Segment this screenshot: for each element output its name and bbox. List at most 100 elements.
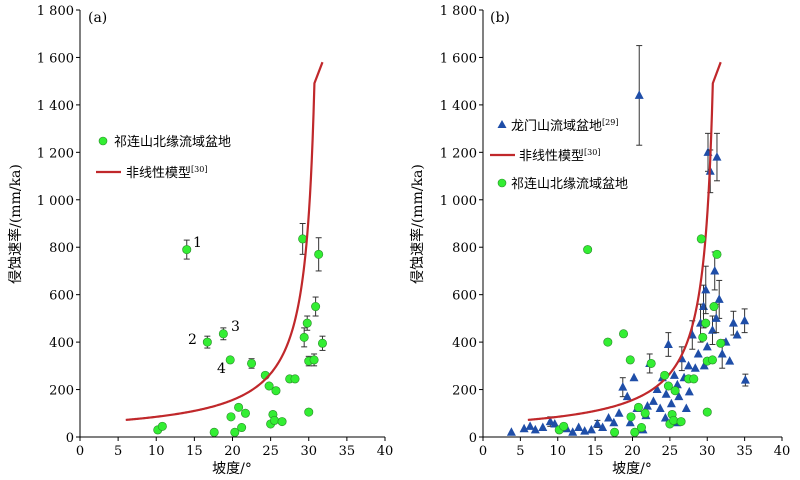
panel-b-legend-model-text: 非线性模型 xyxy=(519,149,584,164)
panel-a-point-qilian xyxy=(317,338,327,348)
panel-b-point-qilian xyxy=(702,407,712,417)
panel-b-y-tick-label: 1 800 xyxy=(440,4,477,19)
panel-b-point-longmen xyxy=(712,152,722,161)
panel-b-point-qilian xyxy=(716,338,726,348)
panel-b-point-longmen xyxy=(642,401,652,410)
panel-b-point-longmen xyxy=(614,408,624,417)
panel-a-y-tick-label: 800 xyxy=(49,241,74,256)
panel-b-point-qilian xyxy=(660,370,670,380)
panel-b-point-longmen xyxy=(538,422,548,432)
panel-b-point-longmen xyxy=(672,379,682,389)
panel-b-x-tick-label: 20 xyxy=(624,444,641,459)
panel-b-point-longmen xyxy=(701,284,711,294)
panel-b-point-qilian xyxy=(610,427,620,437)
panel-b-point-qilian xyxy=(696,234,706,244)
panel-a-point-qilian xyxy=(209,427,219,437)
panel-b-point-longmen xyxy=(655,403,665,413)
panel-b-point-qilian xyxy=(646,358,656,368)
panel-a-point-qilian xyxy=(247,358,257,368)
panel-b-point-qilian xyxy=(559,421,569,431)
panel-b-point-longmen xyxy=(684,386,694,396)
panel-a-legend-model-ref: [30] xyxy=(191,165,207,174)
panel-b-legend-model-ref: [30] xyxy=(584,148,600,157)
panel-b-point-qilian xyxy=(633,402,643,412)
panel-a-point-qilian xyxy=(234,402,244,412)
panel-b-point-qilian xyxy=(712,249,722,259)
panel-a-annotation-2: 2 xyxy=(188,332,197,348)
panel-b-point-qilian xyxy=(663,381,673,391)
panel-b-point-longmen xyxy=(530,424,540,434)
panel-b-legend-longmen-text: 龙门山流域盆地 xyxy=(511,119,602,134)
panel-b-legend-longmen-label: 龙门山流域盆地[29] xyxy=(511,118,618,134)
panel-b-point-longmen xyxy=(604,413,614,422)
panel-a-chart: (a) 坡度/° 侵蚀速率/(mm/ka) 祁连山北缘流域盆地 非线性模型[30… xyxy=(7,4,393,477)
panel-a-legend-circle-marker xyxy=(98,136,108,146)
panel-a-x-tick-label: 10 xyxy=(148,444,165,459)
panel-a-x-tick-label: 35 xyxy=(339,444,356,459)
panel-b-point-longmen xyxy=(710,265,720,275)
panel-b-legend-qilian-label: 祁连山北缘流域盆地 xyxy=(511,176,628,192)
panel-b-x-tick-label: 40 xyxy=(774,444,791,459)
panel-a-y-axis-title: 侵蚀速率/(mm/ka) xyxy=(7,164,24,284)
panel-b-point-qilian xyxy=(676,417,686,427)
panel-b-point-longmen xyxy=(592,418,602,428)
panel-b-point-longmen xyxy=(725,356,735,365)
panel-b-point-longmen xyxy=(622,391,632,401)
panel-b-point-longmen xyxy=(681,403,691,413)
panel-b-x-tick-label: 0 xyxy=(479,444,487,459)
panel-b-point-longmen xyxy=(661,389,671,398)
panel-b-point-longmen xyxy=(690,363,700,372)
panel-a-point-qilian xyxy=(304,407,314,417)
panel-b-point-qilian xyxy=(626,412,636,422)
panel-b-point-qilian xyxy=(619,329,629,339)
panel-a-x-tick-label: 15 xyxy=(186,444,203,459)
panel-a-point-qilian xyxy=(218,329,228,339)
panel-b-point-longmen xyxy=(625,417,635,427)
panel-a-legend-qilian-label: 祁连山北缘流域盆地 xyxy=(114,134,231,150)
panel-a-point-qilian xyxy=(311,302,321,312)
panel-b-x-tick-label: 5 xyxy=(516,444,524,459)
panel-a-legend-model-text: 非线性模型 xyxy=(126,166,191,181)
panel-a-point-qilian xyxy=(226,412,236,422)
panel-a-point-qilian xyxy=(314,249,324,259)
panel-b-point-longmen xyxy=(609,417,619,427)
panel-a-y-tick-label: 1 600 xyxy=(37,51,74,66)
panel-a-y-tick-label: 1 800 xyxy=(37,4,74,19)
panel-b-point-qilian xyxy=(701,318,711,328)
panel-b-point-longmen xyxy=(666,398,676,408)
panel-b-legend-model-label: 非线性模型[30] xyxy=(519,148,600,164)
panel-b-point-qilian xyxy=(625,355,635,365)
panel-b-point-qilian xyxy=(640,408,650,418)
panel-b-point-longmen xyxy=(702,341,712,351)
panel-b-point-longmen xyxy=(699,360,709,370)
panel-a-point-qilian xyxy=(240,408,250,418)
panel-b-point-longmen xyxy=(707,325,717,334)
panel-b-y-tick-label: 1 000 xyxy=(440,194,477,209)
panel-b-label: (b) xyxy=(490,10,510,26)
panel-a-y-tick-label: 1 000 xyxy=(37,194,74,209)
panel-b-point-longmen xyxy=(634,90,644,99)
panel-b-y-axis-title: 侵蚀速率/(mm/ka) xyxy=(409,164,426,284)
panel-b-point-longmen xyxy=(684,360,694,370)
panel-b-y-tick-label: 1 200 xyxy=(440,146,477,161)
panel-a-point-qilian xyxy=(271,386,281,396)
panel-a-legend-model-label: 非线性模型[30] xyxy=(126,165,207,181)
panel-b-point-longmen xyxy=(663,339,673,348)
panel-b-y-tick-label: 800 xyxy=(452,241,477,256)
panel-b-point-longmen xyxy=(728,318,738,327)
panel-b-point-longmen xyxy=(674,391,684,401)
panel-b-model-curve xyxy=(527,61,722,422)
panel-b-point-qilian xyxy=(709,302,719,312)
panel-b-point-longmen xyxy=(568,427,578,436)
panel-a-point-qilian xyxy=(290,374,300,384)
panel-b-point-longmen xyxy=(669,370,679,379)
panel-a-y-tick-label: 1 200 xyxy=(37,146,74,161)
panel-a-point-qilian xyxy=(299,332,309,342)
panel-b-chart: (b) 坡度/° 侵蚀速率/(mm/ka) 龙门山流域盆地[29] 非线性模型[… xyxy=(409,4,790,477)
panel-b-point-longmen xyxy=(648,396,658,405)
panel-b-y-tick-label: 600 xyxy=(452,289,477,304)
panel-b-point-longmen xyxy=(629,372,639,382)
panel-b-legend-circle-marker xyxy=(497,178,507,188)
panel-b-y-tick-label: 0 xyxy=(469,431,477,446)
